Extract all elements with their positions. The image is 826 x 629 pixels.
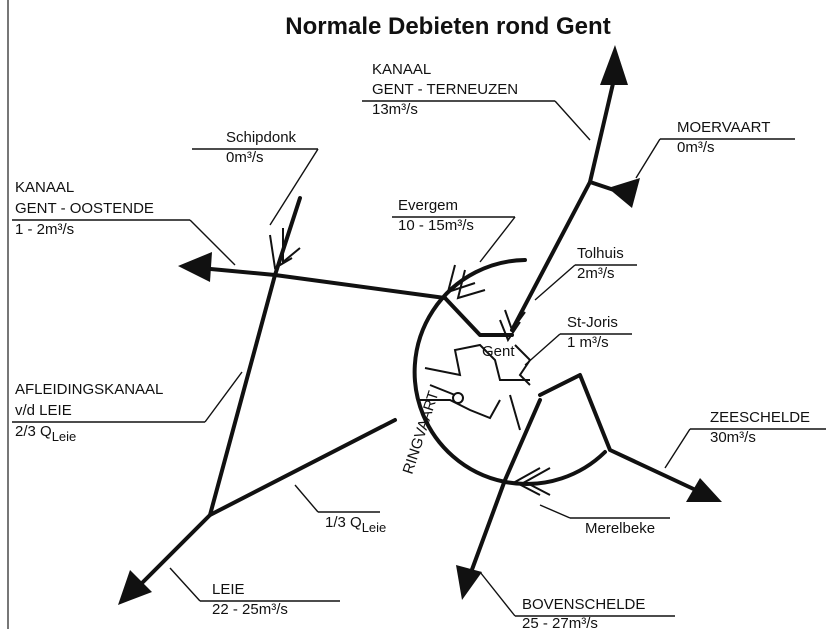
label: Schipdonk 0m³/s	[192, 129, 319, 226]
leader	[554, 100, 591, 141]
label-text: Tolhuis	[577, 245, 624, 262]
label-text: 0m³/s	[226, 149, 264, 166]
subscript: Leie	[362, 520, 387, 535]
city-channel	[424, 343, 530, 381]
city-label: Gent	[482, 343, 515, 360]
label: St-Joris 1 m³/s	[524, 314, 632, 366]
label: KANAAL GENT - TERNEUZEN 13m³/s	[362, 61, 591, 141]
lock	[452, 392, 464, 404]
chevron	[456, 269, 486, 300]
leader	[635, 138, 661, 179]
label: MOERVAART 0m³/s	[635, 119, 795, 179]
label-text: Schipdonk	[226, 129, 297, 146]
bovenschelde	[468, 398, 542, 577]
label-text: 30m³/s	[710, 429, 756, 446]
subscript: Leie	[52, 429, 77, 444]
network	[118, 45, 722, 605]
label: KANAAL GENT - OOSTENDE 1 - 2m³/s	[12, 179, 236, 266]
chevron	[512, 467, 541, 496]
arrow-head	[118, 570, 152, 605]
label-text: MOERVAART	[677, 119, 770, 136]
leader	[294, 484, 319, 513]
label-text: 0m³/s	[677, 139, 715, 156]
chevron	[522, 467, 551, 496]
label: ZEESCHELDE 30m³/s	[664, 409, 826, 469]
city-channel	[420, 399, 501, 420]
leader	[269, 148, 319, 226]
label-text: ZEESCHELDE	[710, 409, 810, 426]
leader	[524, 333, 561, 366]
leie-branch	[208, 418, 397, 517]
leader	[664, 428, 691, 469]
schipdonk	[273, 196, 302, 277]
label-text: AFLEIDINGSKANAAL	[15, 381, 163, 398]
title: Normale Debieten rond Gent	[285, 13, 610, 40]
label-text: St-Joris	[567, 314, 618, 331]
chevron	[282, 228, 301, 265]
chevron	[504, 309, 526, 333]
label-text: Evergem	[398, 197, 458, 214]
label: Tolhuis 2m³/s	[534, 245, 637, 301]
leader	[169, 567, 201, 602]
label-text: GENT - OOSTENDE	[15, 200, 154, 217]
label-text: 2m³/s	[577, 265, 615, 282]
label: BOVENSCHELDE 25 - 27m³/s	[479, 571, 675, 629]
label-text: 25 - 27m³/s	[522, 615, 598, 629]
label-text: 2/3 QLeie	[15, 423, 76, 444]
label-text: LEIE	[212, 581, 245, 598]
label: Evergem 10 - 15m³/s	[392, 197, 516, 263]
chevron	[269, 234, 293, 270]
label: LEIE 22 - 25m³/s	[169, 567, 340, 618]
leader	[479, 216, 516, 263]
label: Merelbeke	[539, 504, 670, 537]
chevron	[499, 319, 521, 343]
leader	[189, 219, 236, 266]
arrow-head	[608, 178, 640, 208]
label-text: 1/3 QLeie	[325, 514, 386, 535]
label: 1/3 QLeie	[294, 484, 386, 535]
label-text: 1 - 2m³/s	[15, 221, 74, 238]
leader	[539, 504, 571, 519]
label-text: KANAAL	[372, 61, 431, 78]
lock	[429, 384, 456, 396]
arrow-head	[456, 565, 482, 600]
leader	[204, 371, 243, 423]
label-text: v/d LEIE	[15, 402, 72, 419]
zeeschelde	[538, 373, 702, 494]
labels: KANAAL GENT - TERNEUZEN 13m³/s MOERVAART 0m³…	[12, 61, 826, 629]
leader	[479, 571, 516, 617]
label: AFLEIDINGSKANAAL v/d LEIE 2/3 QLeie	[12, 371, 243, 444]
label-text: 22 - 25m³/s	[212, 601, 288, 618]
label-text: GENT - TERNEUZEN	[372, 81, 518, 98]
arrow-head	[686, 478, 722, 502]
city-channel	[514, 344, 532, 386]
label-text: BOVENSCHELDE	[522, 596, 645, 613]
label-text: 10 - 15m³/s	[398, 217, 474, 234]
label-text: 1 m³/s	[567, 334, 609, 351]
label-text: 13m³/s	[372, 101, 418, 118]
city-channel	[509, 394, 521, 431]
evergem-link	[443, 296, 514, 337]
arrow-head	[178, 252, 212, 282]
arrow-head	[600, 45, 628, 85]
label-text: Merelbeke	[585, 520, 655, 537]
chevron	[446, 264, 476, 294]
leader	[534, 264, 576, 301]
label-text: KANAAL	[15, 179, 74, 196]
